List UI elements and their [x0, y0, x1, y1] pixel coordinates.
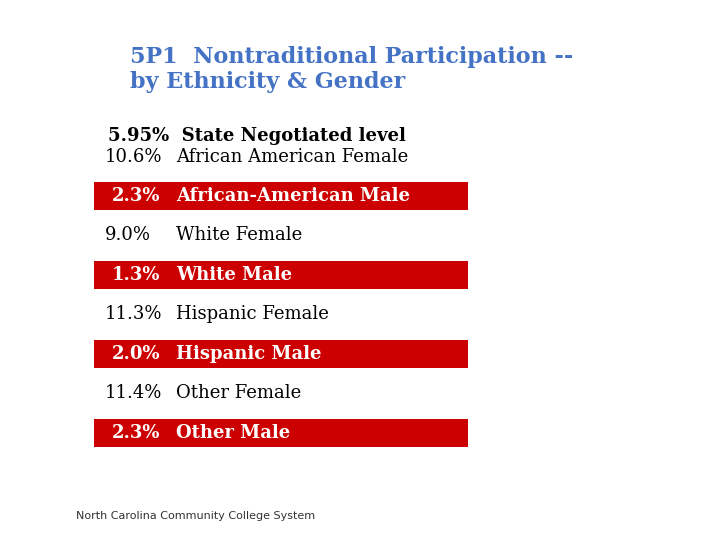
Text: Hispanic Female: Hispanic Female	[176, 305, 329, 323]
Text: 5P1  Nontraditional Participation --: 5P1 Nontraditional Participation --	[130, 46, 573, 68]
Text: 1.3%: 1.3%	[112, 266, 160, 284]
Text: 2.3%: 2.3%	[112, 187, 160, 205]
Text: 2.0%: 2.0%	[112, 345, 161, 363]
Text: Hispanic Male: Hispanic Male	[176, 345, 322, 363]
Text: 11.3%: 11.3%	[104, 305, 162, 323]
Text: Other Female: Other Female	[176, 384, 302, 402]
Text: North Carolina Community College System: North Carolina Community College System	[76, 511, 315, 521]
Text: CC: CC	[43, 63, 72, 82]
Text: Other Male: Other Male	[176, 423, 291, 442]
Text: White Female: White Female	[176, 226, 302, 245]
Text: NC: NC	[27, 501, 43, 510]
Text: 9.0%: 9.0%	[104, 226, 150, 245]
Text: 2.3%: 2.3%	[112, 423, 160, 442]
Text: by Ethnicity & Gender: by Ethnicity & Gender	[130, 71, 405, 93]
Text: 11.4%: 11.4%	[104, 384, 162, 402]
Text: African American Female: African American Female	[176, 147, 409, 166]
Text: NC: NC	[42, 28, 73, 46]
Text: 10.6%: 10.6%	[104, 147, 162, 166]
Text: White Male: White Male	[176, 266, 292, 284]
Text: 5.95%  State Negotiated level: 5.95% State Negotiated level	[108, 127, 406, 145]
Text: CC: CC	[28, 517, 42, 528]
Text: African-American Male: African-American Male	[176, 187, 410, 205]
